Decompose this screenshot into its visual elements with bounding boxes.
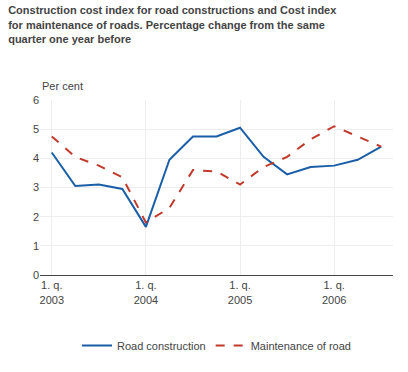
svg-text:6: 6 bbox=[33, 94, 39, 106]
svg-text:4: 4 bbox=[33, 152, 39, 164]
svg-text:2: 2 bbox=[33, 211, 39, 223]
svg-text:Maintenance of road: Maintenance of road bbox=[251, 340, 351, 352]
svg-text:5: 5 bbox=[33, 123, 39, 135]
svg-text:1. q.2006: 1. q.2006 bbox=[322, 279, 346, 305]
svg-text:3: 3 bbox=[33, 181, 39, 193]
svg-text:Construction cost index for ro: Construction cost index for road constru… bbox=[8, 4, 337, 45]
svg-text:1. q.2005: 1. q.2005 bbox=[228, 279, 252, 305]
svg-text:1. q.2004: 1. q.2004 bbox=[134, 279, 158, 305]
svg-text:1: 1 bbox=[33, 240, 39, 252]
svg-text:0: 0 bbox=[33, 269, 39, 281]
svg-text:Per cent: Per cent bbox=[42, 80, 83, 92]
svg-text:1. q.2003: 1. q.2003 bbox=[40, 279, 64, 305]
svg-text:Road construction: Road construction bbox=[117, 340, 206, 352]
